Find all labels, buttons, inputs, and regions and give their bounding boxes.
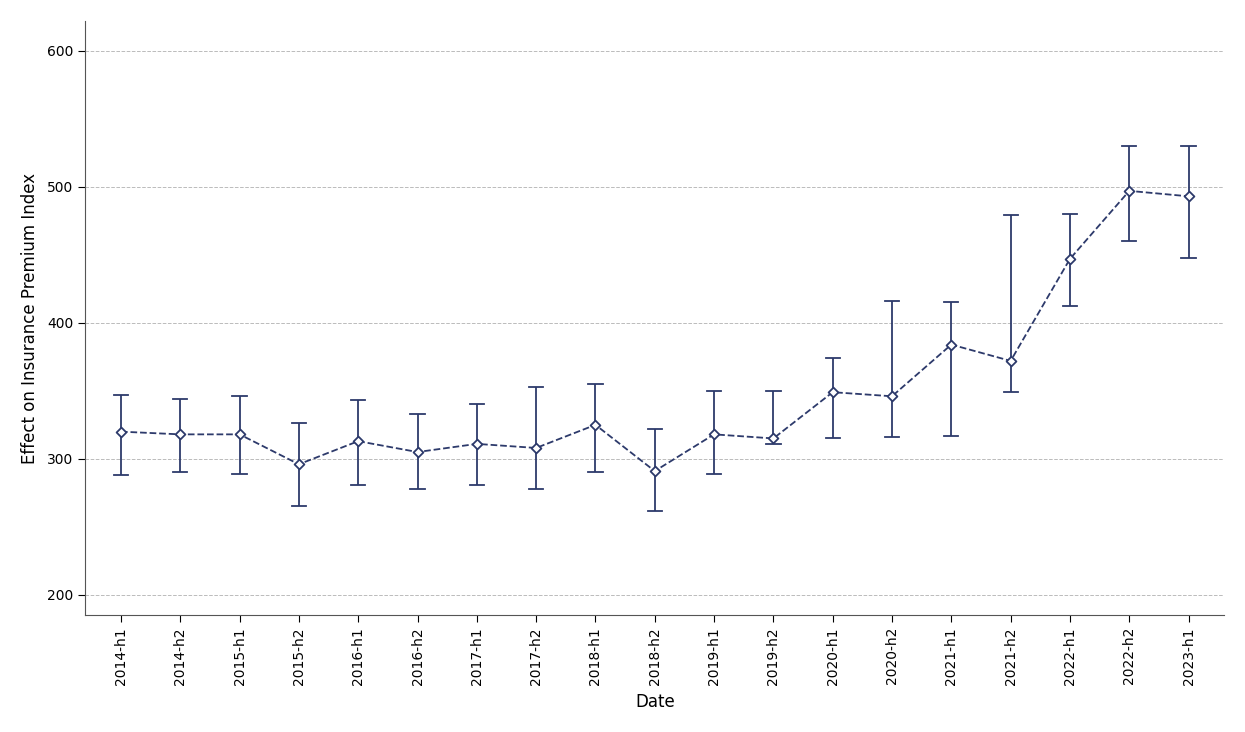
- Point: [645, 466, 665, 477]
- Point: [229, 428, 249, 440]
- Point: [705, 428, 725, 440]
- Point: [585, 419, 605, 430]
- Point: [941, 339, 961, 351]
- Point: [823, 386, 843, 398]
- Point: [111, 426, 131, 438]
- Point: [171, 428, 190, 440]
- Point: [1119, 185, 1139, 197]
- Point: [349, 436, 369, 447]
- Point: [1059, 253, 1079, 265]
- Point: [527, 442, 547, 454]
- Point: [467, 438, 487, 449]
- Point: [881, 390, 901, 402]
- Point: [1179, 190, 1199, 202]
- Point: [763, 433, 783, 444]
- Point: [289, 458, 309, 470]
- Y-axis label: Effect on Insurance Premium Index: Effect on Insurance Premium Index: [21, 173, 39, 463]
- Point: [1001, 355, 1021, 367]
- Point: [407, 447, 427, 458]
- X-axis label: Date: Date: [635, 693, 675, 712]
